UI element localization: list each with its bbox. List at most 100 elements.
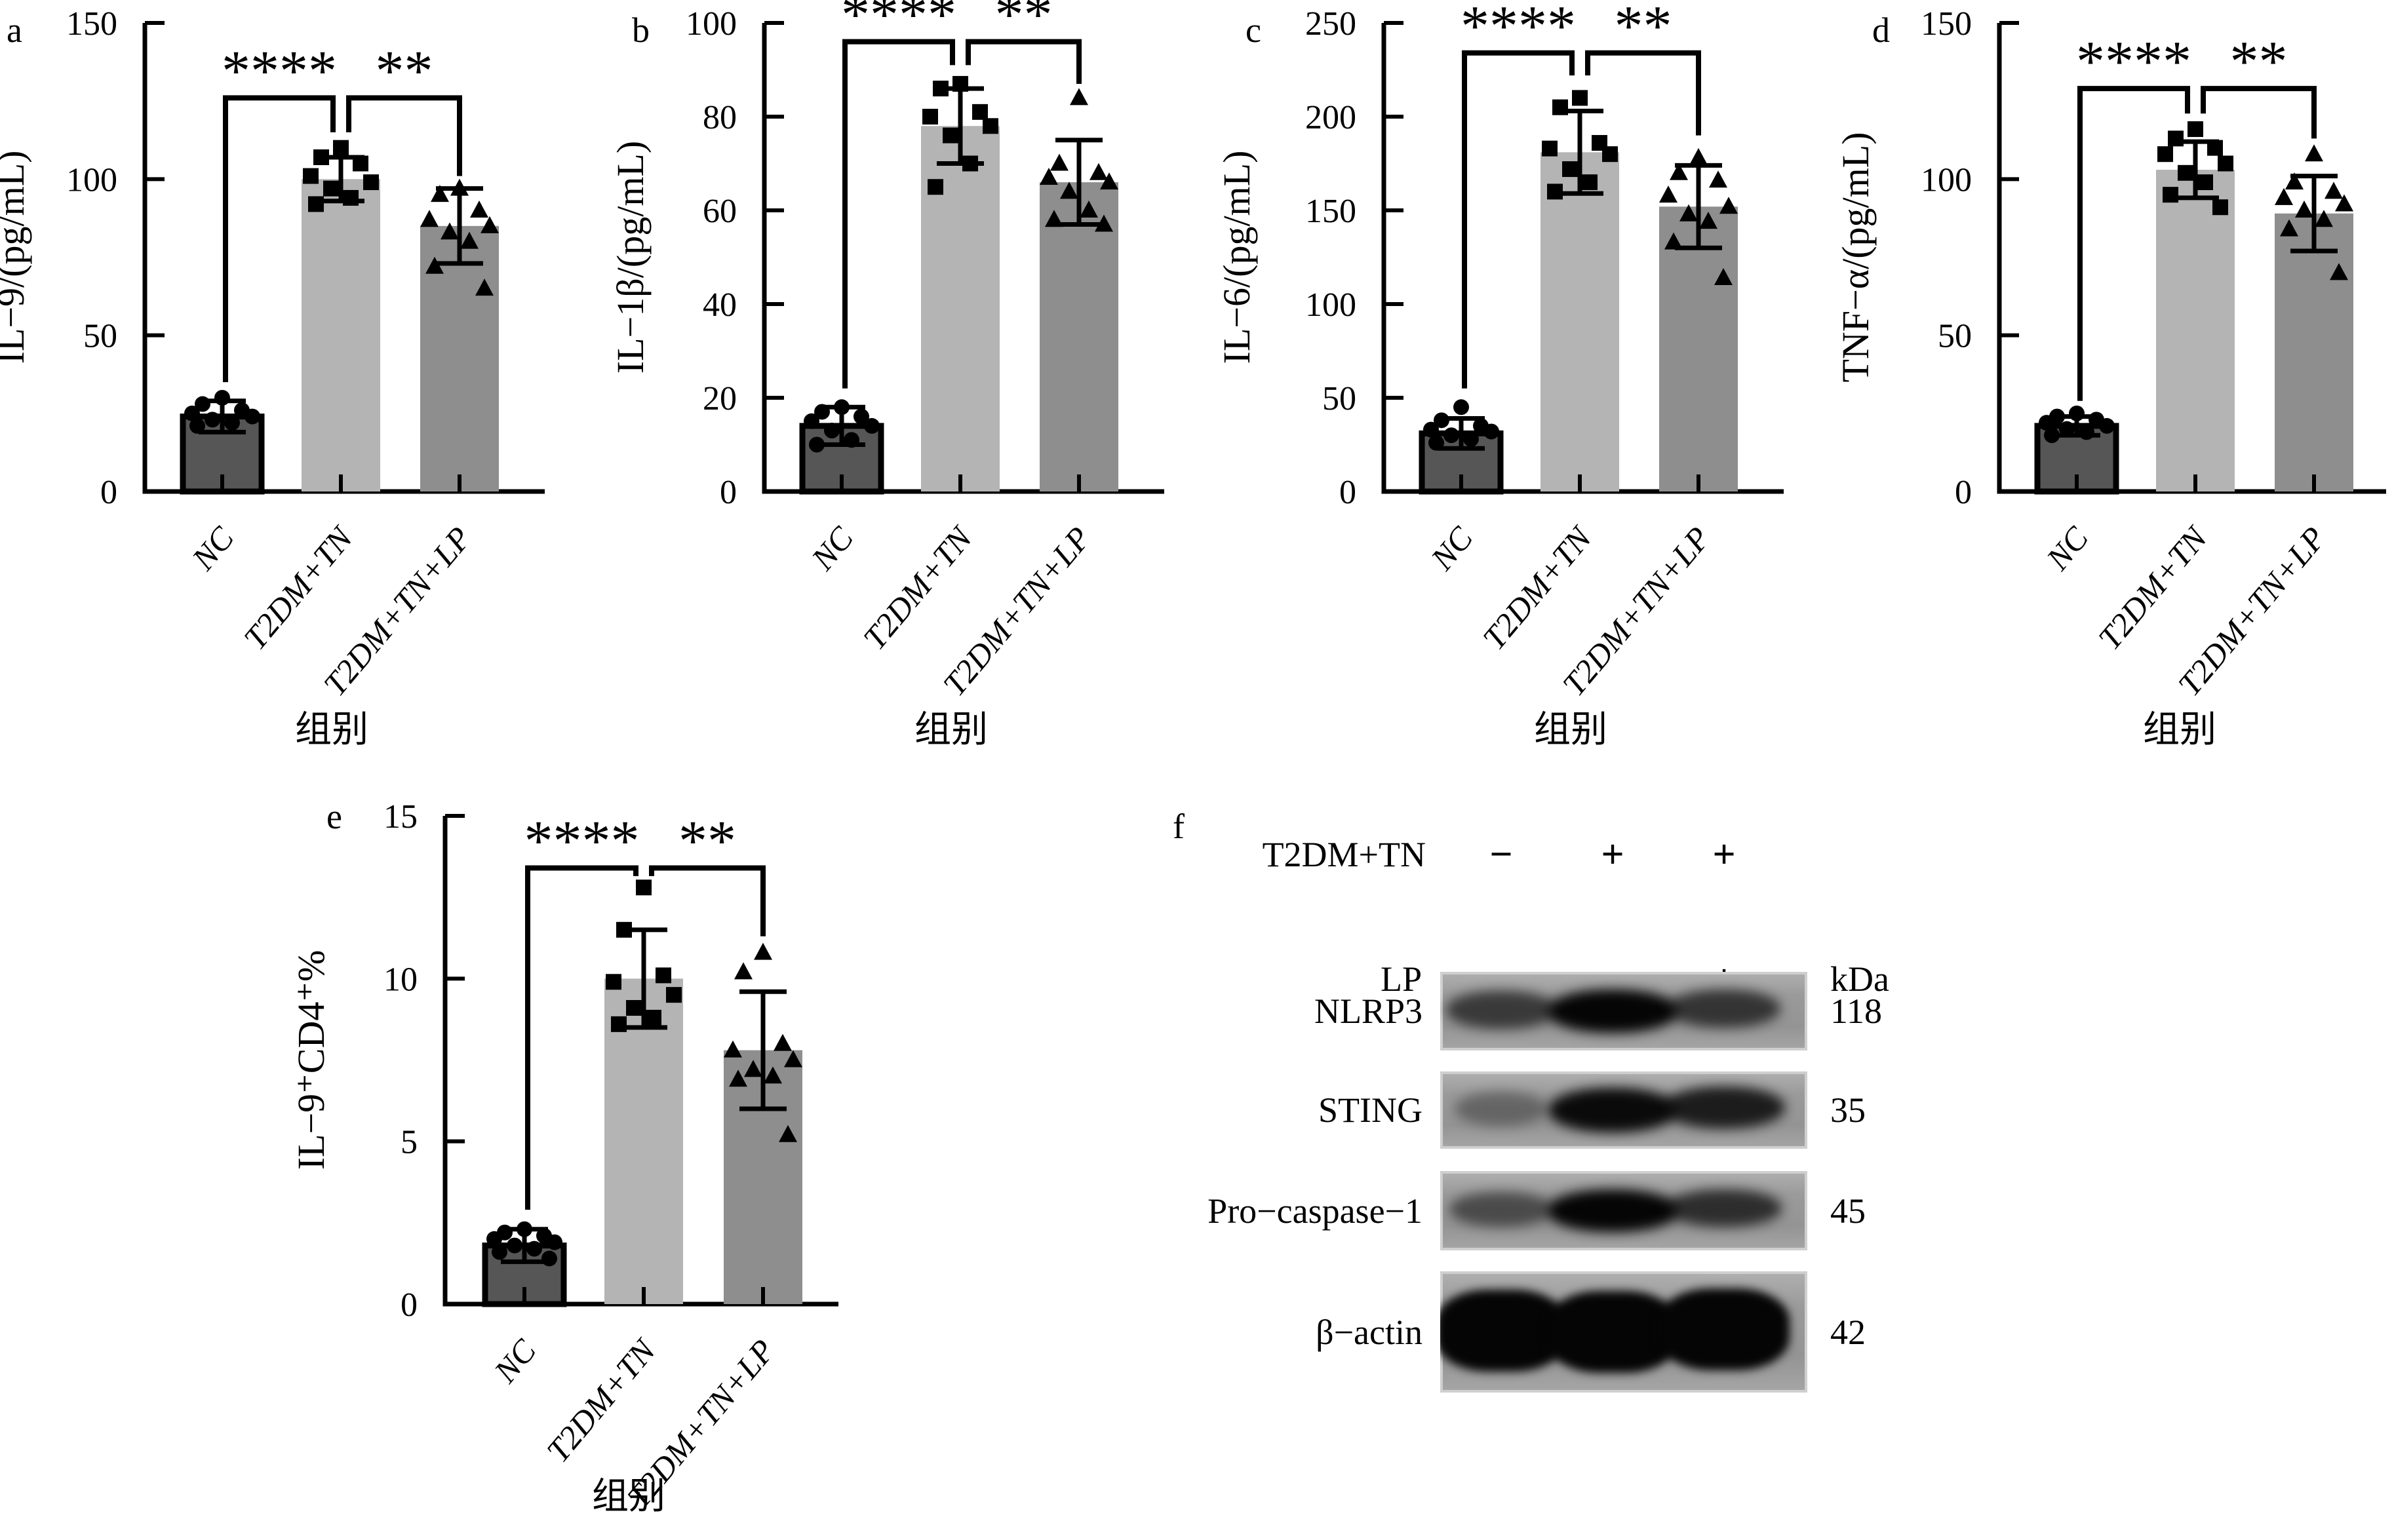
data-point-circle	[864, 417, 880, 434]
blot-protein-label: NLRP3	[1314, 991, 1423, 1031]
data-point-square	[308, 196, 324, 212]
significance-stars: **	[995, 0, 1053, 47]
data-point-triangle	[1100, 172, 1118, 190]
blot-band	[1548, 1088, 1678, 1132]
y-tick-label: 20	[703, 380, 737, 417]
significance-stars: ****	[841, 0, 956, 47]
bar-T2DM+TN+LP	[1040, 182, 1118, 491]
blot-protein-label: β−actin	[1316, 1312, 1423, 1352]
data-point-triangle	[1709, 170, 1727, 188]
data-point-circle	[492, 1244, 507, 1260]
data-point-triangle	[1659, 185, 1678, 203]
y-tick-label: 50	[1938, 318, 1972, 355]
bar-T2DM+TN	[302, 179, 380, 491]
data-point-triangle	[425, 256, 444, 274]
data-point-triangle	[475, 279, 494, 296]
blot-kda-unit-label: kDa	[1830, 959, 1889, 999]
significance-bracket	[842, 39, 955, 389]
blot-protein-label: Pro−caspase−1	[1207, 1191, 1423, 1231]
data-point-triangle	[1089, 163, 1108, 180]
blot-kda-value: 118	[1830, 991, 1882, 1031]
data-point-triangle	[779, 1125, 797, 1142]
y-tick-label: 0	[401, 1286, 418, 1324]
data-point-triangle	[460, 231, 479, 249]
data-point-square	[2212, 199, 2228, 216]
data-point-circle	[809, 436, 825, 453]
data-point-triangle	[744, 1060, 762, 1077]
data-point-square	[2218, 155, 2233, 172]
data-point-circle	[824, 423, 840, 439]
x-axis-title: 组别	[2143, 710, 2216, 750]
blot-lane-symbol: +	[1712, 832, 1736, 877]
data-point-circle	[2044, 427, 2060, 444]
significance-bracket	[525, 865, 638, 1210]
x-axis-title: 组别	[914, 710, 988, 750]
y-axis-title: IL−6/(pg/mL)	[1215, 151, 1258, 364]
blot-kda-value: 35	[1830, 1090, 1866, 1130]
significance-stars: **	[1615, 0, 1672, 58]
data-point-square	[943, 127, 958, 144]
x-category-label: NC	[1423, 520, 1480, 577]
data-point-triangle	[734, 962, 753, 980]
data-point-triangle	[441, 222, 459, 240]
significance-bracket	[1585, 50, 1701, 136]
data-point-triangle	[1714, 267, 1733, 285]
y-tick-label: 15	[383, 798, 418, 836]
data-point-triangle	[729, 1069, 747, 1087]
data-point-square	[1542, 140, 1558, 157]
data-point-triangle	[420, 210, 439, 227]
data-point-square	[303, 168, 319, 184]
x-category-label: T2DM+TN	[237, 518, 361, 657]
blot-lane-symbol: −	[1489, 832, 1513, 877]
blot-band	[1440, 1290, 1567, 1372]
significance-stars: **	[376, 39, 433, 103]
blot-band	[1663, 1086, 1785, 1129]
x-category-label: NC	[486, 1332, 543, 1390]
significance-stars: ****	[524, 809, 640, 873]
data-point-triangle	[1080, 201, 1098, 218]
panel-letter-b: b	[632, 10, 650, 50]
data-point-circle	[224, 415, 240, 431]
blot-kda-value: 42	[1830, 1312, 1866, 1352]
data-point-triangle	[2305, 144, 2323, 162]
y-axis-title: IL−9/(pg/mL)	[0, 151, 32, 364]
axis-lines	[762, 23, 1164, 494]
y-tick-label: 250	[1305, 5, 1356, 43]
data-point-triangle	[1670, 163, 1688, 180]
axis-lines	[1381, 23, 1784, 494]
data-point-circle	[184, 405, 200, 421]
data-point-circle	[1453, 399, 1469, 415]
data-point-circle	[507, 1237, 522, 1254]
data-point-circle	[189, 417, 205, 434]
blot-band	[1668, 989, 1780, 1028]
data-point-circle	[854, 408, 869, 425]
y-tick-label: 50	[1322, 380, 1356, 417]
panel-letter-e: e	[326, 797, 342, 836]
blot-condition-label-lp: LP	[1380, 959, 1422, 999]
y-tick-label: 100	[1921, 161, 1972, 199]
y-tick-label: 5	[401, 1124, 418, 1161]
y-tick-label: 0	[100, 474, 117, 511]
data-point-circle	[2059, 421, 2075, 437]
panel-letter-c: c	[1246, 10, 1261, 50]
data-point-circle	[2099, 417, 2115, 434]
data-point-square	[636, 879, 652, 896]
blot-lane-symbol: +	[1601, 832, 1624, 877]
blot-band	[1547, 1189, 1678, 1232]
data-point-triangle	[764, 1066, 782, 1084]
data-point-triangle	[1699, 212, 1717, 229]
bar-T2DM+TN	[2156, 170, 2235, 491]
data-point-square	[666, 987, 682, 1003]
blot-band	[1658, 1288, 1790, 1370]
data-point-square	[626, 1000, 642, 1016]
significance-stars: ****	[222, 39, 337, 103]
bar-T2DM+TN+LP	[2275, 213, 2353, 491]
y-axis-title: TNF−α/(pg/mL)	[1834, 132, 1877, 382]
data-point-square	[983, 118, 998, 134]
data-point-square	[972, 104, 988, 120]
blot-membrane-4	[1440, 1271, 1807, 1393]
x-category-label: NC	[2039, 520, 2096, 577]
data-point-triangle	[2295, 201, 2313, 218]
data-point-circle	[1483, 423, 1499, 440]
